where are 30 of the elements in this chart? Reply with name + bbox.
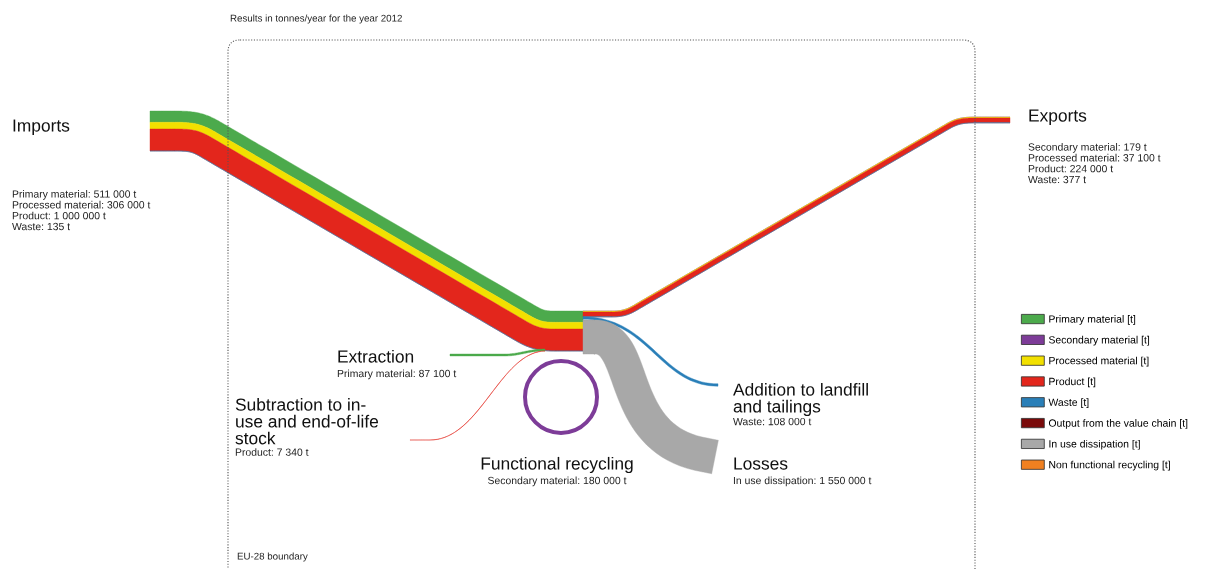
data-label: In use dissipation: 1 550 000 t bbox=[733, 476, 872, 487]
data-label: Primary material: 87 100 t bbox=[337, 369, 457, 380]
category-label: Functional recycling bbox=[481, 456, 633, 474]
legend-label: Primary material [t] bbox=[1049, 315, 1136, 325]
data-label: Product: 1 000 000 t bbox=[12, 211, 106, 220]
category-label: Addition to landfill and tailings bbox=[733, 383, 868, 416]
data-label: Product: 7 340 t bbox=[235, 448, 309, 456]
category-label: Extraction bbox=[338, 349, 414, 363]
legend-label: In use dissipation [t] bbox=[1049, 439, 1140, 450]
data-label: Waste: 377 t bbox=[1028, 175, 1087, 184]
legend-label: Output from the value chain [t] bbox=[1048, 419, 1188, 429]
category-label: Losses bbox=[734, 457, 788, 470]
data-label: Secondary material: 180 000 t bbox=[487, 476, 627, 487]
data-label: Processed material: 37 100 t bbox=[1028, 153, 1161, 162]
data-label: Waste: 108 000 t bbox=[733, 417, 812, 426]
legend-label: Non functional recycling [t] bbox=[1049, 460, 1170, 471]
text: EU-28 boundary bbox=[237, 552, 308, 562]
category-label: Imports bbox=[13, 119, 70, 136]
legend-label: Waste [t] bbox=[1048, 398, 1089, 408]
category-label: Exports bbox=[1029, 109, 1087, 126]
legend-label: Secondary material [t] bbox=[1048, 335, 1150, 346]
legend-label: Product [t] bbox=[1049, 377, 1096, 388]
data-label: Primary material: 511 000 t bbox=[12, 190, 137, 200]
data-label: Processed material: 306 000 t bbox=[12, 200, 151, 209]
data-label: Waste: 135 t bbox=[12, 222, 71, 231]
data-label: Product: 224 000 t bbox=[1028, 164, 1114, 173]
legend-label: Processed material [t] bbox=[1049, 356, 1149, 367]
category-label: Subtraction to in- use and end-of-life stock bbox=[235, 398, 379, 445]
text: Results in tonnes/year for the year 2012 bbox=[230, 14, 402, 24]
data-label: Secondary material: 179 t bbox=[1028, 143, 1147, 153]
